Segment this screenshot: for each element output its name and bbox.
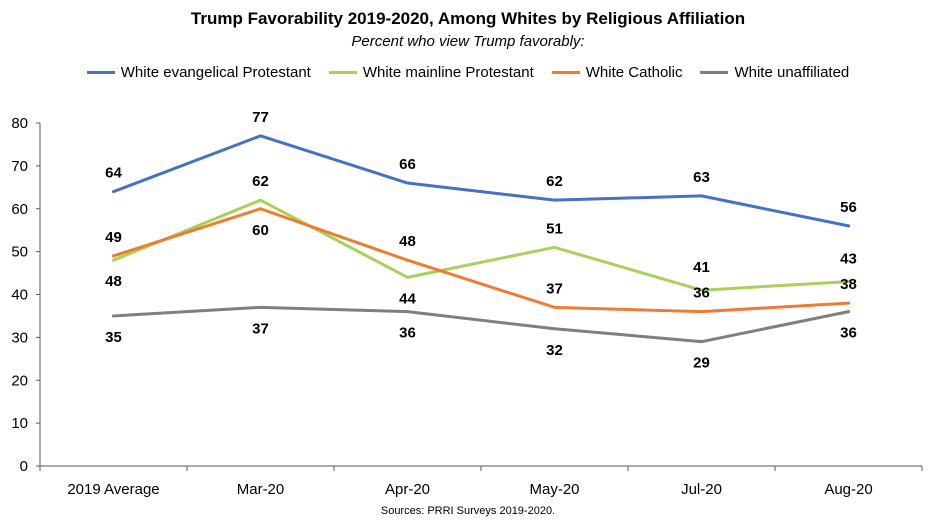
data-point <box>112 254 115 258</box>
data-label: 41 <box>693 259 710 276</box>
series-line <box>112 198 850 292</box>
data-point <box>406 258 409 262</box>
data-label: 36 <box>399 325 416 342</box>
y-tick-label: 30 <box>11 329 28 346</box>
data-point <box>700 194 703 198</box>
data-label: 48 <box>399 233 416 250</box>
series-line <box>112 134 850 228</box>
data-label: 48 <box>105 273 122 290</box>
data-point <box>700 310 703 314</box>
legend-swatch <box>700 71 729 74</box>
series-line <box>112 207 850 314</box>
data-label: 37 <box>252 320 269 337</box>
legend-label: White unaffiliated <box>734 64 850 81</box>
legend-label: White evangelical Protestant <box>120 64 311 81</box>
data-label: 66 <box>399 156 416 173</box>
y-tick-label: 0 <box>20 458 28 475</box>
data-point <box>112 314 115 318</box>
data-point <box>847 310 850 314</box>
data-point <box>259 134 262 138</box>
y-tick-label: 40 <box>11 287 28 304</box>
data-point <box>112 190 115 194</box>
data-label: 32 <box>546 342 563 359</box>
legend-item-mainline: White mainline Protestant <box>328 64 534 81</box>
data-point <box>847 280 850 284</box>
data-point <box>700 340 703 344</box>
chart-title: Trump Favorability 2019-2020, Among Whit… <box>190 9 746 28</box>
data-label: 51 <box>546 220 563 237</box>
x-tick-label: May-20 <box>529 481 579 498</box>
data-point <box>406 310 409 314</box>
data-point <box>553 327 556 331</box>
data-label: 36 <box>840 325 857 342</box>
data-point <box>259 198 262 202</box>
legend-item-evangelical: White evangelical Protestant <box>86 64 311 81</box>
data-label: 38 <box>840 276 857 293</box>
data-label: 37 <box>546 280 563 297</box>
legend-item-catholic: White Catholic <box>551 64 683 81</box>
data-label: 44 <box>399 290 416 307</box>
data-label: 60 <box>252 222 269 239</box>
x-tick-label: 2019 Average <box>67 481 159 498</box>
legend-item-unaffiliated: White unaffiliated <box>700 64 849 81</box>
data-label: 49 <box>105 229 122 246</box>
data-point <box>259 305 262 309</box>
data-label: 56 <box>840 199 857 216</box>
data-point <box>847 224 850 228</box>
data-point <box>406 275 409 279</box>
data-point <box>700 288 703 292</box>
y-tick-label: 10 <box>11 415 28 432</box>
data-label: 63 <box>693 169 710 186</box>
data-point <box>553 198 556 202</box>
data-label: 36 <box>693 285 710 302</box>
data-point <box>406 181 409 185</box>
data-label: 64 <box>105 165 122 182</box>
legend-label: White mainline Protestant <box>362 64 534 81</box>
y-tick-label: 60 <box>11 201 28 218</box>
data-point <box>553 305 556 309</box>
x-tick-label: Jul-20 <box>681 481 722 498</box>
y-tick-label: 80 <box>11 115 28 132</box>
data-label: 43 <box>840 251 857 268</box>
y-tick-label: 20 <box>11 372 28 389</box>
data-label: 62 <box>252 173 269 190</box>
source-note: Sources: PRRI Surveys 2019-2020. <box>380 505 556 517</box>
data-point <box>259 207 262 211</box>
data-point <box>847 301 850 305</box>
y-tick-label: 50 <box>11 244 28 261</box>
data-point <box>112 258 115 262</box>
data-label: 29 <box>693 355 710 372</box>
x-tick-label: Mar-20 <box>237 481 285 498</box>
data-label: 35 <box>105 329 122 346</box>
data-label: 62 <box>546 173 563 190</box>
series-line <box>112 305 850 344</box>
chart-subtitle: Percent who view Trump favorably: <box>351 33 585 50</box>
legend-swatch <box>551 71 580 74</box>
y-tick-label: 70 <box>11 158 28 175</box>
data-point <box>553 245 556 249</box>
legend: White evangelical Protestant White mainl… <box>0 64 936 81</box>
legend-label: White Catholic <box>585 64 683 81</box>
data-label: 77 <box>252 109 269 126</box>
x-tick-label: Aug-20 <box>824 481 872 498</box>
legend-swatch <box>86 71 115 74</box>
x-tick-label: Apr-20 <box>385 481 430 498</box>
legend-swatch <box>328 71 357 74</box>
